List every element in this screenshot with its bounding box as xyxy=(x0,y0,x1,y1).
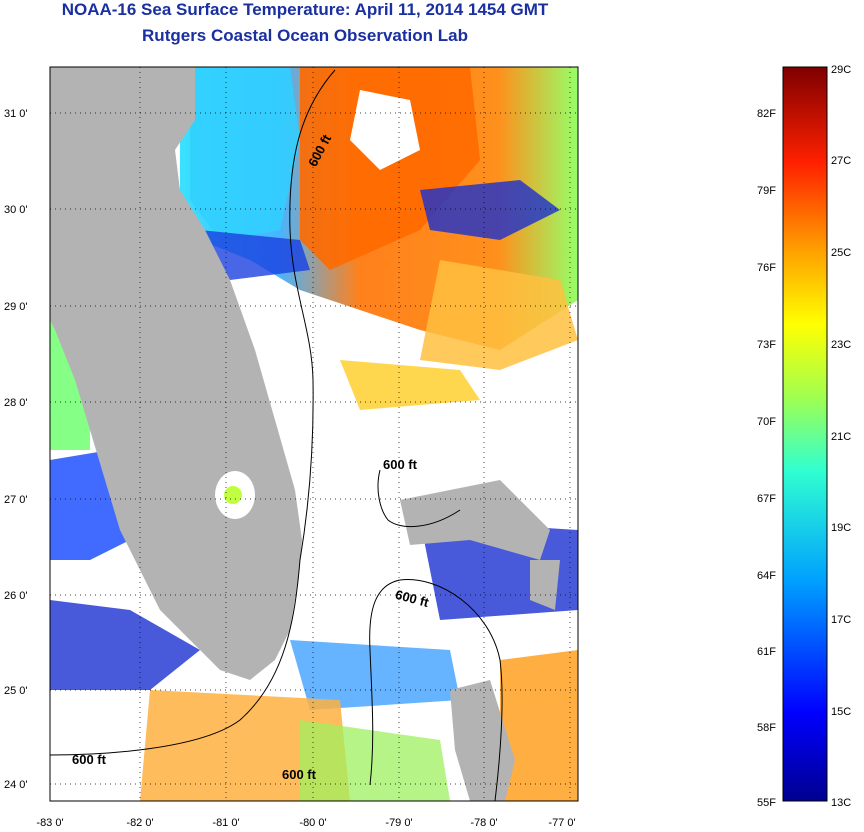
contour-label: 600 ft xyxy=(282,767,317,782)
plot-frame xyxy=(49,66,579,802)
cbar-c-label: 25C xyxy=(831,247,851,259)
lat-tick-label: 24 0' xyxy=(4,779,28,791)
cbar-c-label: 17C xyxy=(831,614,851,626)
cbar-c-label: 23C xyxy=(831,339,851,351)
cbar-f-label: 55F xyxy=(757,797,776,809)
cbar-c-label: 27C xyxy=(831,155,851,167)
sst-warm-patch xyxy=(500,650,578,801)
cbar-f-label: 58F xyxy=(757,722,776,734)
isobath-600ft-west xyxy=(49,69,336,756)
cbar-f-label: 79F xyxy=(757,185,776,197)
cbar-f-label: 73F xyxy=(757,339,776,351)
lon-tick-label: -82 0' xyxy=(126,817,153,829)
isobath-600ft-north-bahamas xyxy=(377,469,461,528)
graticule xyxy=(50,67,578,801)
lat-tick-label: 29 0' xyxy=(4,301,28,313)
lon-tick-label: -78 0' xyxy=(470,817,497,829)
isobath-lines xyxy=(49,69,503,802)
sst-warm-patch xyxy=(340,360,480,410)
lon-tick-label: -83 0' xyxy=(36,817,63,829)
cbar-f-label: 70F xyxy=(757,416,776,428)
contour-label: 600 ft xyxy=(383,457,418,472)
lake-sst xyxy=(224,486,242,504)
lon-tick-label: -77 0' xyxy=(548,817,575,829)
lon-tick-label: -79 0' xyxy=(385,817,412,829)
sst-warm-core xyxy=(300,67,480,270)
sst-mixed-patch xyxy=(300,720,450,801)
cbar-c-label: 13C xyxy=(831,797,851,809)
sst-warm-patch xyxy=(140,690,350,801)
lat-axis: 31 0' 30 0' 29 0' 28 0' 27 0' 26 0' 25 0… xyxy=(4,108,28,791)
isobath-600ft-tongue xyxy=(369,579,503,802)
map-title: NOAA-16 Sea Surface Temperature: April 1… xyxy=(61,0,549,19)
land-grand-bahama xyxy=(400,480,550,560)
sst-cold-patch xyxy=(50,600,200,690)
cbar-c-label: 21C xyxy=(831,431,851,443)
contour-label: 600 ft xyxy=(72,752,107,767)
map-imagery xyxy=(50,67,578,801)
cloud-patch xyxy=(350,90,420,170)
land-florida xyxy=(50,67,302,680)
lat-tick-label: 27 0' xyxy=(4,494,28,506)
colorbar-gradient xyxy=(782,66,828,802)
lon-tick-label: -81 0' xyxy=(212,817,239,829)
lat-tick-label: 26 0' xyxy=(4,590,28,602)
lon-tick-label: -80 0' xyxy=(299,817,326,829)
colorbar: 82F 79F 76F 73F 70F 67F 64F 61F 58F 55F … xyxy=(757,64,851,809)
sst-mixed-patch xyxy=(290,640,460,710)
cbar-f-label: 67F xyxy=(757,493,776,505)
sst-cold-band xyxy=(420,180,560,240)
colorbar-celsius: 29C 27C 25C 23C 21C 19C 17C 15C 13C xyxy=(831,64,851,809)
sst-warm-patch xyxy=(420,260,578,370)
cbar-c-label: 19C xyxy=(831,522,851,534)
cbar-c-label: 15C xyxy=(831,706,851,718)
land-abaco xyxy=(530,560,560,610)
cbar-c-label: 29C xyxy=(831,64,851,76)
lat-tick-label: 31 0' xyxy=(4,108,28,120)
lon-axis: -83 0' -82 0' -81 0' -80 0' -79 0' -78 0… xyxy=(36,817,575,829)
sst-cool-shelf xyxy=(190,67,300,240)
lat-tick-label: 25 0' xyxy=(4,685,28,697)
lat-tick-label: 28 0' xyxy=(4,397,28,409)
cbar-f-label: 64F xyxy=(757,570,776,582)
lat-tick-label: 30 0' xyxy=(4,204,28,216)
cbar-f-label: 61F xyxy=(757,646,776,658)
map-subtitle: Rutgers Coastal Ocean Observation Lab xyxy=(142,26,468,45)
colorbar-fahrenheit: 82F 79F 76F 73F 70F 67F 64F 61F 58F 55F xyxy=(757,108,776,809)
cbar-f-label: 82F xyxy=(757,108,776,120)
sst-cold-band xyxy=(200,230,310,280)
cbar-f-label: 76F xyxy=(757,262,776,274)
